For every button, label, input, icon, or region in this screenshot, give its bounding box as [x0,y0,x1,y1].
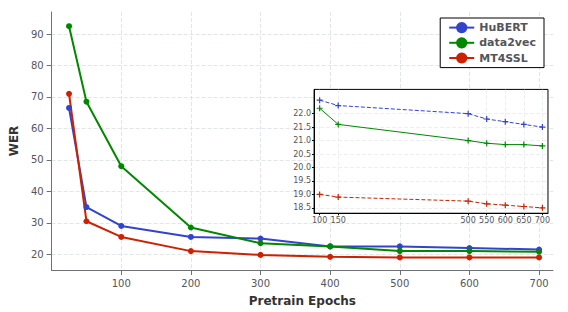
svg-text:400: 400 [321,278,340,289]
svg-text:18.5: 18.5 [293,203,311,212]
svg-text:60: 60 [31,123,44,134]
svg-text:WER: WER [7,126,21,157]
svg-text:100: 100 [312,216,327,225]
svg-text:50: 50 [31,154,44,165]
svg-text:300: 300 [251,278,270,289]
svg-text:HuBERT: HuBERT [479,21,528,34]
svg-text:21.0: 21.0 [293,136,311,145]
svg-text:40: 40 [31,186,44,197]
svg-text:19.5: 19.5 [293,176,311,185]
svg-text:700: 700 [530,278,549,289]
svg-text:600: 600 [460,278,479,289]
svg-text:20: 20 [31,249,44,260]
svg-text:MT4SSL: MT4SSL [479,52,527,65]
svg-text:20.0: 20.0 [293,163,311,172]
svg-text:600: 600 [498,216,513,225]
svg-text:200: 200 [181,278,200,289]
svg-text:150: 150 [331,216,346,225]
svg-text:650: 650 [516,216,531,225]
svg-text:30: 30 [31,217,44,228]
svg-text:22.0: 22.0 [293,109,311,118]
svg-text:500: 500 [390,278,409,289]
svg-text:100: 100 [112,278,131,289]
svg-text:20.5: 20.5 [293,150,311,159]
svg-text:Pretrain Epochs: Pretrain Epochs [249,294,356,308]
svg-text:550: 550 [479,216,494,225]
svg-text:90: 90 [31,29,44,40]
svg-text:21.5: 21.5 [293,123,311,132]
svg-text:70: 70 [31,91,44,102]
svg-text:700: 700 [535,216,550,225]
svg-text:80: 80 [31,60,44,71]
svg-text:500: 500 [461,216,476,225]
svg-text:19.0: 19.0 [293,190,311,199]
svg-text:data2vec: data2vec [479,36,536,49]
